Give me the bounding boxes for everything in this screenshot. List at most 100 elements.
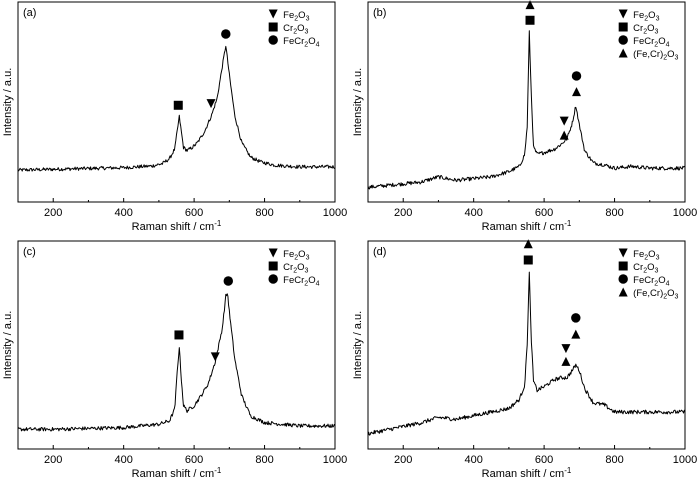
legend-entry: Fe2O3 [618,248,660,262]
panel-a: 200 400 600 800 1000 Raman shift / cm-1 Intens… [2,1,347,233]
legend-entry: FeCr2O4 [268,274,320,288]
x-tick-label: 200 [44,207,62,219]
triangle-down-peak-marker [561,344,571,354]
x-tick-label: 200 [394,454,412,466]
legend-circle-icon [618,35,628,45]
x-axis-label: Raman shift / cm-1 [482,219,572,233]
x-axis-label: Raman shift / cm-1 [132,466,222,480]
x-tick-label: 600 [535,207,553,219]
x-tick-label: 400 [464,207,482,219]
triangle-up-peak-marker [559,130,569,140]
plot-frame [367,240,686,450]
x-tick-label: 800 [255,454,273,466]
legend-label: Fe2O3 [283,10,309,23]
legend-label: (Fe,Cr)2O3 [633,288,678,301]
panel-label: (d) [373,246,386,258]
x-tick-label: 1000 [323,207,347,219]
legend-label: FeCr2O4 [283,36,319,49]
square-peak-marker [525,15,535,25]
panel-c: 200 400 600 800 1000 Raman shift / cm-1 Intens… [2,240,347,480]
triangle-up-peak-marker [572,87,582,97]
triangle-up-peak-marker [525,0,535,10]
legend-label: Fe2O3 [283,249,309,262]
plot-frame [367,1,686,203]
x-tick-label: 600 [185,207,203,219]
triangle-down-peak-marker [559,116,569,126]
legend-label: Cr2O3 [283,262,308,275]
x-tick-label: 200 [44,454,62,466]
x-tick-label: 800 [255,207,273,219]
panel-d: 200 400 600 800 1000 Raman shift / cm-1 Intens… [352,239,697,480]
legend-entry: Cr2O3 [618,261,659,275]
x-tick-label: 800 [605,454,623,466]
legend-entry: FeCr2O4 [618,274,670,288]
x-tick-label: 800 [605,207,623,219]
circle-peak-marker [571,71,582,81]
legend-triangle-down-icon [618,9,628,19]
legend-triangle-up-icon [618,287,628,297]
spectrum-line [17,45,336,172]
panel-label: (c) [23,246,36,258]
legend-entry: Cr2O3 [268,22,309,36]
spectrum-line [367,271,686,436]
panel-label: (a) [23,7,36,19]
spectrum-line [17,293,336,432]
legend-triangle-down-icon [618,248,628,258]
circle-peak-marker [571,313,581,323]
plot-frame [17,240,336,450]
x-tick-label: 600 [185,454,203,466]
legend-square-icon [268,261,278,271]
y-axis-label: Intensity / a.u. [352,311,364,379]
y-axis-label: Intensity / a.u. [2,311,14,379]
legend-label: (Fe,Cr)2O3 [633,49,678,62]
legend-triangle-down-icon [268,9,278,19]
x-tick-label: 600 [535,454,553,466]
x-axis-label: Raman shift / cm-1 [482,466,572,480]
x-tick-label: 400 [114,454,132,466]
x-tick-label: 1000 [673,207,697,219]
legend-entry: Fe2O3 [268,248,310,262]
x-tick-label: 400 [464,454,482,466]
legend-triangle-up-icon [618,48,628,58]
triangle-down-peak-marker [210,352,220,362]
legend-triangle-down-icon [268,248,278,258]
spectrum-line [367,30,685,190]
legend-label: Cr2O3 [633,23,658,36]
circle-peak-marker [221,29,231,39]
legend-entry: (Fe,Cr)2O3 [618,48,679,62]
panel-b: 200 400 600 800 1000 Raman shift / cm-1 Intens… [352,0,697,233]
legend-entry: FeCr2O4 [618,35,670,49]
square-peak-marker [174,330,184,340]
x-tick-label: 200 [394,207,412,219]
legend-circle-icon [618,274,628,284]
y-axis-label: Intensity / a.u. [2,68,14,136]
x-tick-label: 400 [114,207,132,219]
plot-frame [17,1,336,203]
panel-label: (b) [373,7,386,19]
x-axis-label: Raman shift / cm-1 [132,219,222,233]
legend-circle-icon [268,274,278,284]
triangle-down-peak-marker [206,99,216,109]
legend-label: Cr2O3 [283,23,308,36]
legend-circle-icon [268,35,278,45]
legend-square-icon [618,22,628,32]
legend-label: Fe2O3 [633,249,659,262]
x-tick-label: 1000 [673,454,697,466]
circle-peak-marker [223,276,234,286]
triangle-up-peak-marker [561,356,571,366]
legend-entry: Cr2O3 [618,22,659,36]
y-axis-label: Intensity / a.u. [352,68,364,136]
legend-entry: (Fe,Cr)2O3 [618,287,679,301]
square-peak-marker [523,255,533,265]
legend-entry: Fe2O3 [618,9,660,23]
legend-label: Fe2O3 [633,10,659,23]
legend-label: FeCr2O4 [283,275,319,288]
legend-entry: Cr2O3 [268,261,309,275]
legend-square-icon [268,22,278,32]
legend-square-icon [618,261,628,271]
square-peak-marker [173,100,183,110]
legend-entry: Fe2O3 [268,9,310,23]
legend-entry: FeCr2O4 [268,35,320,49]
x-tick-label: 1000 [323,454,347,466]
